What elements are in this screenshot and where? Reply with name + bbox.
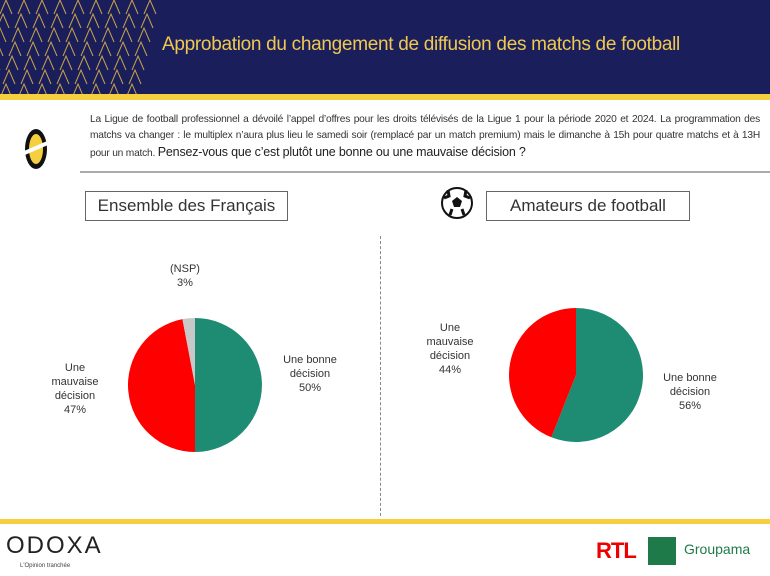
odoxa-tagline: L'Opinion tranchée — [20, 563, 71, 569]
yellow-divider — [0, 94, 770, 100]
chart-title-right: Amateurs de football — [486, 191, 690, 221]
pie-slice-0-1 — [128, 319, 195, 452]
pie-slice-0-0 — [195, 318, 262, 452]
pie-slice-0-2 — [182, 318, 195, 385]
page-title: Approbation du changement de diffusion d… — [162, 34, 680, 55]
intro-text: La Ligue de football professionnel a dév… — [90, 114, 760, 159]
rtl-logo: RTL — [596, 538, 637, 563]
odoxa-icon — [22, 129, 50, 169]
groupama-icon — [648, 537, 676, 565]
header-banner: Approbation du changement de diffusion d… — [0, 0, 770, 94]
pie-slice-1-1 — [509, 308, 576, 438]
label-bad-left: Une mauvaise décision 47% — [51, 362, 99, 416]
footer-divider — [0, 519, 770, 524]
chevron-pattern — [0, 0, 157, 94]
separator — [80, 171, 770, 173]
odoxa-logo: ODOXA — [6, 532, 103, 559]
groupama-logo: Groupama — [684, 541, 751, 557]
label-good-right: Une bonne décision 56% — [663, 372, 717, 412]
label-good-left: Une bonne décision 50% — [283, 354, 337, 394]
vertical-divider — [380, 236, 381, 516]
label-bad-right: Une mauvaise décision 44% — [426, 322, 474, 376]
pie-slice-1-0 — [551, 308, 644, 442]
question: Pensez-vous que c’est plutôt une bonne o… — [157, 145, 526, 159]
football-icon — [441, 187, 473, 219]
chart-title-left: Ensemble des Français — [85, 191, 288, 221]
label-nsp-left: (NSP) 3% — [170, 263, 200, 289]
